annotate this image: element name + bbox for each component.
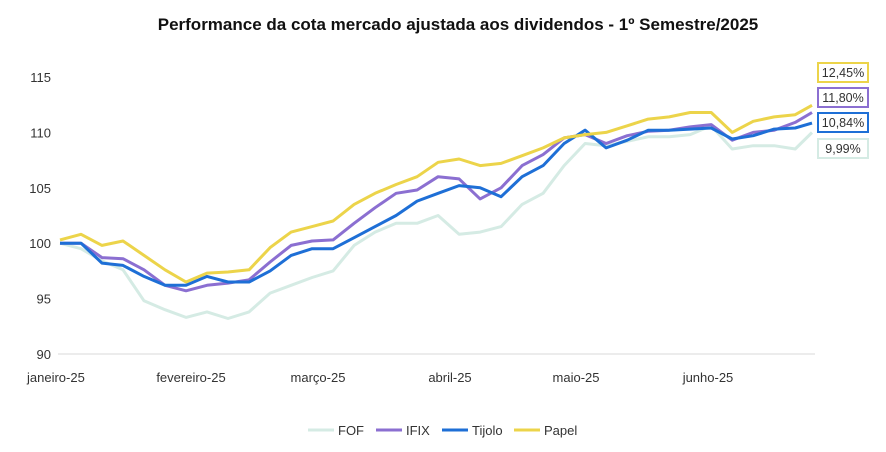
end-label-tijolo: 10,84% [817,112,869,133]
legend-item-ifix: IFIX [376,423,430,438]
series-line-tijolo [60,121,813,287]
end-label-text: 9,99% [825,142,860,156]
y-tick-label: 110 [30,125,51,140]
legend-item-tijolo: Tijolo [442,423,503,438]
end-label-text: 12,45% [822,66,864,80]
x-tick-label: junho-25 [682,370,734,385]
end-label-text: 11,80% [822,91,863,105]
chart-title: Performance da cota mercado ajustada aos… [158,15,759,34]
end-label-text: 10,84% [822,116,864,130]
series-line-papel [59,103,813,284]
y-tick-label: 115 [30,70,51,85]
legend-item-papel: Papel [514,423,577,438]
x-tick-label: março-25 [291,370,346,385]
end-label-ifix: 11,80% [817,87,869,108]
legend-label: Tijolo [472,423,503,438]
legend-label: IFIX [406,423,430,438]
end-label-fof: 9,99% [817,138,869,159]
y-tick-label: 105 [29,181,51,196]
y-tick-label: 100 [29,236,51,251]
x-tick-label: janeiro-25 [26,370,85,385]
series-line-fof [59,124,814,320]
legend-item-fof: FOF [308,423,364,438]
series-line-ifix [60,111,813,293]
y-tick-label: 95 [37,292,51,307]
x-tick-label: abril-25 [428,370,471,385]
x-tick-label: fevereiro-25 [156,370,225,385]
legend-label: Papel [544,423,577,438]
y-tick-label: 90 [37,347,51,362]
end-label-papel: 12,45% [817,62,869,83]
x-tick-label: maio-25 [553,370,600,385]
legend-label: FOF [338,423,364,438]
